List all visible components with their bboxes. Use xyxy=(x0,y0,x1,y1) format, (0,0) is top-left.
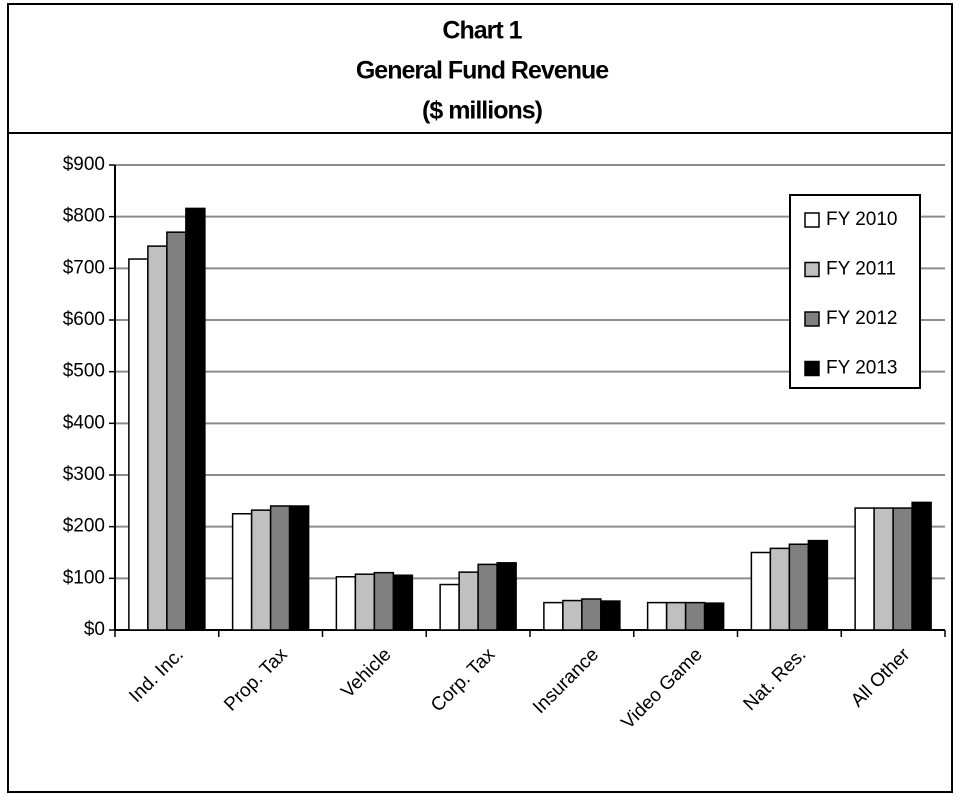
y-tick-label: $600 xyxy=(63,309,105,330)
legend-swatch xyxy=(804,212,820,228)
bar xyxy=(769,547,791,631)
legend-swatch xyxy=(804,360,820,377)
bar xyxy=(392,574,414,631)
bar xyxy=(147,245,168,631)
y-tick-label: $800 xyxy=(63,206,105,227)
bar xyxy=(854,507,875,631)
bar xyxy=(477,563,498,631)
bar xyxy=(684,601,706,631)
bar xyxy=(562,599,583,631)
bar xyxy=(750,551,772,631)
bar xyxy=(354,573,376,631)
bar xyxy=(335,576,357,631)
bar xyxy=(458,571,479,631)
y-tick-label: $400 xyxy=(63,412,105,433)
bar xyxy=(166,231,187,631)
bar xyxy=(807,539,829,631)
bar xyxy=(788,543,810,631)
bar xyxy=(892,507,913,631)
chart-title: Chart 1 xyxy=(442,17,522,45)
legend-label: FY 2011 xyxy=(826,259,896,280)
y-tick-label: $100 xyxy=(63,567,105,588)
bar xyxy=(288,505,310,631)
legend-label: FY 2010 xyxy=(826,209,897,230)
y-tick-label: $0 xyxy=(84,619,105,640)
chart-title: ($ millions) xyxy=(422,97,543,125)
bar xyxy=(231,513,253,631)
bar xyxy=(496,562,517,631)
bar xyxy=(543,601,564,631)
bar xyxy=(373,571,395,631)
legend-swatch xyxy=(804,261,820,278)
bar xyxy=(250,509,272,631)
bar xyxy=(646,601,668,631)
bar xyxy=(911,501,932,631)
legend-swatch xyxy=(804,311,820,327)
y-tick-label: $900 xyxy=(63,154,105,175)
y-tick-label: $700 xyxy=(63,257,105,278)
bar xyxy=(873,507,894,631)
bar xyxy=(185,207,206,631)
legend-label: FY 2013 xyxy=(826,358,897,379)
chart-title: General Fund Revenue xyxy=(356,57,609,85)
y-tick-label: $200 xyxy=(63,516,105,537)
bar xyxy=(581,598,602,631)
y-tick-label: $500 xyxy=(63,361,105,382)
bar xyxy=(665,601,687,631)
bar xyxy=(269,505,291,631)
bar xyxy=(439,583,460,631)
bar xyxy=(128,258,149,631)
bar xyxy=(703,602,725,631)
legend-label: FY 2012 xyxy=(826,308,897,329)
bar xyxy=(600,600,621,631)
y-tick-label: $300 xyxy=(63,464,105,485)
